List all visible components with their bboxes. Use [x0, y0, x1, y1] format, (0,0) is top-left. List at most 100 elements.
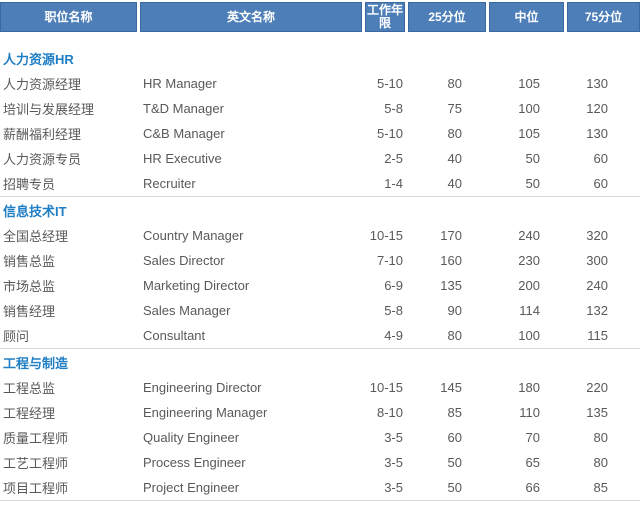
cell-years: 8-10	[376, 405, 403, 420]
cell-p25: 80	[447, 126, 462, 141]
cell-position-cn: 人力资源专员	[3, 152, 82, 167]
cell-median: 110	[519, 405, 540, 420]
cell-position-en: Process Engineer	[143, 455, 246, 470]
section-rows: 工程总监 Engineering Director 10-15 145 180 220 工程…	[0, 375, 640, 500]
cell-median: 105	[518, 126, 540, 141]
cell-years: 4-9	[384, 328, 403, 343]
table-row: 人力资源经理 HR Manager 5-10 80 105 130	[0, 71, 640, 96]
column-header-3: 25分位	[408, 2, 486, 32]
cell-position-en: Engineering Manager	[143, 405, 268, 420]
cell-median: 180	[518, 380, 540, 395]
cell-years: 5-8	[384, 101, 403, 116]
table-row: 市场总监 Marketing Director 6-9 135 200 240	[0, 273, 640, 298]
cell-p25: 40	[447, 151, 462, 166]
table-header-row: 职位名称 英文名称 工作年限 25分位 中位 75分位	[0, 2, 640, 32]
cell-position-en: HR Executive	[143, 151, 222, 166]
cell-median: 105	[518, 76, 540, 91]
cell-years: 5-10	[376, 76, 403, 91]
table-body: 人力资源HR 人力资源经理 HR Manager 5-10 80 105 130 培训与发展经…	[0, 53, 640, 501]
cell-median: 200	[518, 278, 540, 293]
cell-years: 2-5	[384, 151, 403, 166]
table-row: 工艺工程师 Process Engineer 3-5 50 65 80	[0, 450, 640, 475]
cell-p75: 60	[593, 176, 608, 191]
cell-median: 66	[525, 480, 540, 495]
cell-p25: 50	[447, 455, 462, 470]
cell-p25: 90	[447, 303, 462, 318]
cell-p75: 135	[586, 405, 608, 420]
section-divider	[0, 500, 640, 501]
table-row: 人力资源专员 HR Executive 2-5 40 50 60	[0, 146, 640, 171]
cell-p75: 130	[586, 126, 608, 141]
cell-position-en: Sales Manager	[143, 303, 231, 318]
section-2: 工程与制造 工程总监 Engineering Director 10-15 145 180…	[0, 357, 640, 501]
section-title: 人力资源HR	[3, 52, 74, 67]
cell-years: 5-8	[384, 303, 403, 318]
cell-p75: 220	[586, 380, 608, 395]
cell-p75: 60	[593, 151, 608, 166]
cell-p25: 80	[447, 76, 462, 91]
cell-position-en: C&B Manager	[143, 126, 225, 141]
cell-p25: 50	[447, 480, 462, 495]
cell-p25: 40	[447, 176, 462, 191]
cell-p25: 145	[440, 380, 462, 395]
cell-years: 6-9	[384, 278, 403, 293]
table-row: 全国总经理 Country Manager 10-15 170 240 320	[0, 223, 640, 248]
cell-median: 100	[518, 328, 540, 343]
cell-p25: 170	[440, 228, 462, 243]
cell-position-cn: 项目工程师	[3, 481, 69, 496]
cell-p75: 240	[586, 278, 608, 293]
cell-median: 50	[525, 176, 540, 191]
cell-position-en: Consultant	[143, 328, 206, 343]
cell-p75: 85	[593, 480, 608, 495]
cell-years: 3-5	[384, 455, 403, 470]
cell-median: 100	[518, 101, 540, 116]
cell-p75: 115	[587, 328, 608, 343]
table-row: 销售总监 Sales Director 7-10 160 230 300	[0, 248, 640, 273]
cell-position-cn: 工艺工程师	[3, 456, 69, 471]
column-header-0: 职位名称	[0, 2, 137, 32]
table-row: 薪酬福利经理 C&B Manager 5-10 80 105 130	[0, 121, 640, 146]
cell-p25: 75	[447, 101, 462, 116]
section-divider	[0, 196, 640, 197]
cell-median: 70	[525, 430, 540, 445]
cell-position-en: Quality Engineer	[143, 430, 240, 445]
cell-position-cn: 顾问	[3, 329, 30, 344]
cell-position-cn: 工程总监	[3, 381, 56, 396]
section-title: 工程与制造	[3, 356, 69, 371]
cell-position-cn: 销售经理	[3, 304, 56, 319]
cell-p75: 80	[593, 455, 608, 470]
salary-table: 职位名称 英文名称 工作年限 25分位 中位 75分位 人力资源HR 人力资源经理 HR Ma…	[0, 2, 640, 501]
column-header-5: 75分位	[567, 2, 640, 32]
cell-position-en: Marketing Director	[143, 278, 250, 293]
cell-p25: 135	[440, 278, 462, 293]
table-row: 质量工程师 Quality Engineer 3-5 60 70 80	[0, 425, 640, 450]
table-row: 工程经理 Engineering Manager 8-10 85 110 135	[0, 400, 640, 425]
cell-p75: 300	[586, 253, 608, 268]
cell-p25: 80	[447, 328, 462, 343]
section-rows: 人力资源经理 HR Manager 5-10 80 105 130 培训与发展经理 T&D M…	[0, 71, 640, 196]
section-0: 人力资源HR 人力资源经理 HR Manager 5-10 80 105 130 培训与发展经…	[0, 53, 640, 197]
cell-p25: 160	[440, 253, 462, 268]
table-row: 招聘专员 Recruiter 1-4 40 50 60	[0, 171, 640, 196]
cell-position-en: Sales Director	[143, 253, 225, 268]
cell-position-cn: 工程经理	[3, 406, 56, 421]
section-1: 信息技术IT 全国总经理 Country Manager 10-15 170 240 320…	[0, 205, 640, 349]
cell-position-en: Project Engineer	[143, 480, 240, 495]
table-row: 培训与发展经理 T&D Manager 5-8 75 100 120	[0, 96, 640, 121]
cell-p75: 80	[593, 430, 608, 445]
cell-position-cn: 招聘专员	[3, 177, 56, 192]
cell-position-cn: 薪酬福利经理	[3, 127, 82, 142]
cell-position-en: T&D Manager	[143, 101, 224, 116]
cell-median: 114	[519, 303, 540, 318]
cell-position-en: Engineering Director	[143, 380, 262, 395]
section-divider	[0, 348, 640, 349]
cell-position-en: Recruiter	[143, 176, 196, 191]
cell-position-en: Country Manager	[143, 228, 244, 243]
cell-p75: 132	[586, 303, 608, 318]
cell-position-cn: 全国总经理	[3, 229, 69, 244]
cell-position-cn: 质量工程师	[3, 431, 69, 446]
section-title: 信息技术IT	[3, 204, 67, 219]
table-row: 顾问 Consultant 4-9 80 100 115	[0, 323, 640, 348]
cell-position-en: HR Manager	[143, 76, 217, 91]
cell-position-cn: 销售总监	[3, 254, 56, 269]
